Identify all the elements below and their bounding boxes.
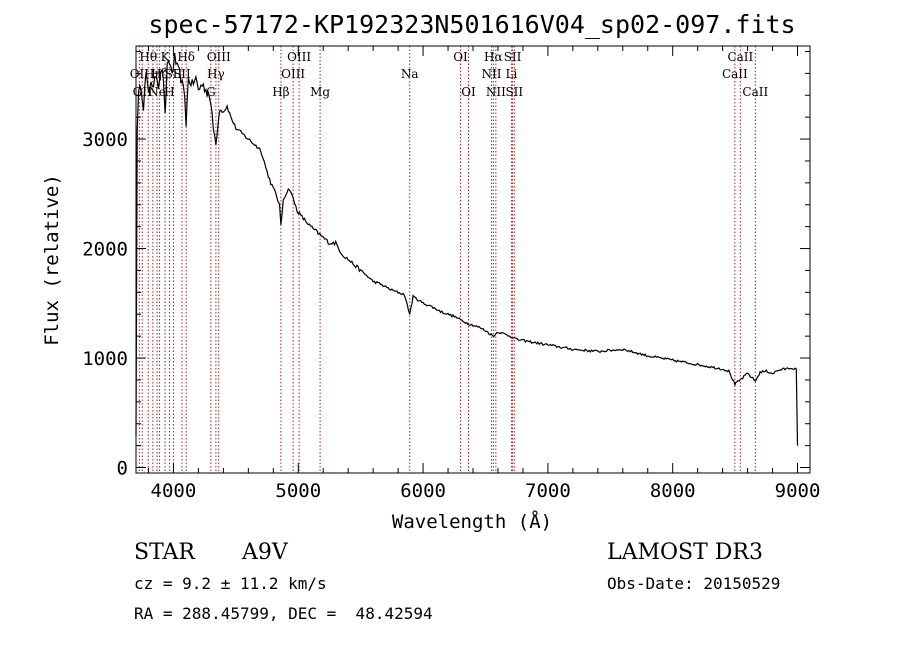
line-label-nii: NII xyxy=(486,85,506,99)
spectrum-line xyxy=(135,52,799,446)
object-class: STAR xyxy=(134,540,195,565)
line-label-hθ: Hθ xyxy=(139,50,157,64)
line-label-h: H xyxy=(164,85,174,99)
line-label-sii: SII xyxy=(173,67,191,81)
line-label-oi: OI xyxy=(453,50,468,64)
x-axis-label: Wavelength (Å) xyxy=(392,510,552,533)
line-label-hδ: Hδ xyxy=(177,50,195,64)
object-subclass: A9V xyxy=(242,540,288,565)
redshift-velocity: cz = 9.2 ± 11.2 km/s xyxy=(134,574,327,593)
line-label-g: G xyxy=(206,85,216,99)
line-label-k: K xyxy=(161,50,171,64)
line-label-oiii: OIII xyxy=(207,50,231,64)
line-label-li: Li xyxy=(506,67,518,81)
line-label-nii: NII xyxy=(481,67,501,81)
x-tick-label: 5000 xyxy=(275,480,321,502)
spectral-line-markers xyxy=(138,46,756,473)
x-axis-ticks: 4000 5000 6000 7000 8000 9000 xyxy=(147,46,821,502)
line-label-oiii: OIII xyxy=(287,50,311,64)
y-tick-label: 2000 xyxy=(82,239,128,261)
y-axis-label: Flux (relative) xyxy=(41,174,63,346)
observation-date: Obs-Date: 20150529 xyxy=(607,574,781,593)
survey-name: LAMOST DR3 xyxy=(607,540,763,565)
line-label-hα: Hα xyxy=(484,50,503,64)
spectral-line-labels: OIIOIIHθHηNeHζKHSIISIIHδGHγOIIIHβOIIIOII… xyxy=(130,50,769,99)
x-tick-label: 6000 xyxy=(400,480,446,502)
line-label-caii: CaII xyxy=(722,67,748,81)
line-label-sii: SII xyxy=(505,85,523,99)
x-tick-label: 7000 xyxy=(525,480,571,502)
y-tick-label: 3000 xyxy=(82,129,128,151)
y-tick-label: 0 xyxy=(117,458,128,480)
line-label-sii: SII xyxy=(165,67,183,81)
line-label-na: Na xyxy=(401,67,419,81)
plot-frame xyxy=(135,45,811,474)
coordinates: RA = 288.45799, DEC = 48.42594 xyxy=(134,604,433,623)
line-label-sii: SII xyxy=(504,50,522,64)
line-label-hβ: Hβ xyxy=(272,85,289,99)
line-label-oiii: OIII xyxy=(281,67,305,81)
line-label-hη: Hη xyxy=(144,67,162,81)
y-axis-ticks: 0 1000 2000 3000 xyxy=(82,50,810,480)
line-label-caii: CaII xyxy=(727,50,753,64)
x-tick-label: 4000 xyxy=(151,480,197,502)
spectrum-chart: spec-57172-KP192323N501616V04_sp02-097.f… xyxy=(41,10,821,533)
x-tick-label: 9000 xyxy=(775,480,821,502)
chart-title: spec-57172-KP192323N501616V04_sp02-097.f… xyxy=(148,10,795,39)
line-label-hγ: Hγ xyxy=(207,67,225,81)
line-label-ne: Ne xyxy=(148,85,166,99)
line-label-hζ: Hζ xyxy=(151,67,168,81)
line-label-oi: OI xyxy=(461,85,476,99)
line-label-mg: Mg xyxy=(310,85,330,99)
line-label-oii: OII xyxy=(130,67,150,81)
y-tick-label: 1000 xyxy=(82,348,128,370)
line-label-caii: CaII xyxy=(742,85,768,99)
x-tick-label: 8000 xyxy=(650,480,696,502)
